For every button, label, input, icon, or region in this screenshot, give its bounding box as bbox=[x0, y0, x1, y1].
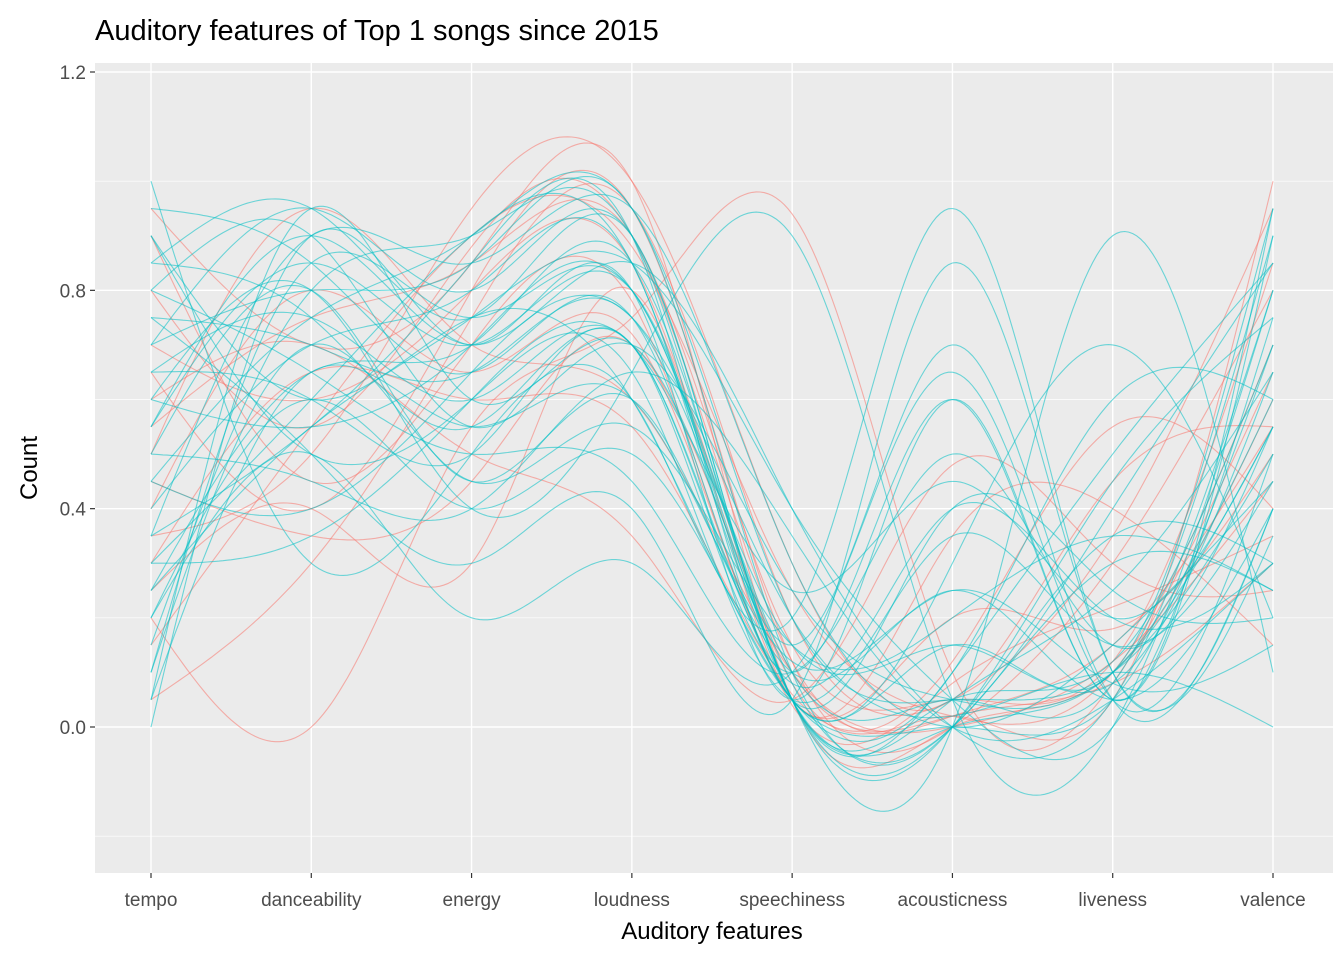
series-line bbox=[150, 371, 1274, 742]
x-tick-label: acousticness bbox=[898, 890, 1008, 911]
x-tick-label: tempo bbox=[125, 890, 178, 911]
series-line bbox=[150, 217, 1274, 723]
y-axis-title: Count bbox=[16, 436, 43, 500]
series-line bbox=[150, 177, 1274, 735]
x-tick-label: energy bbox=[443, 890, 502, 911]
series-line bbox=[150, 194, 1274, 725]
series-line bbox=[150, 284, 1274, 701]
series-line bbox=[150, 235, 1274, 704]
series-line bbox=[150, 182, 1274, 716]
series-line bbox=[150, 171, 1274, 704]
series-line bbox=[150, 340, 1274, 703]
series-line bbox=[150, 177, 1274, 710]
y-tick-label: 0.4 bbox=[60, 500, 87, 521]
plot-panel bbox=[95, 63, 1333, 873]
series-line bbox=[150, 289, 1274, 746]
series-line bbox=[150, 235, 1274, 760]
axes: 0.0 0.4 0.8 1.2 tempo danceability energy loudn… bbox=[60, 63, 1306, 911]
series-line bbox=[150, 289, 1274, 675]
series-line bbox=[150, 294, 1274, 728]
series-line bbox=[150, 175, 1274, 766]
series-line bbox=[150, 260, 1274, 764]
series-line bbox=[150, 240, 1274, 782]
y-tick-label: 0.8 bbox=[60, 281, 86, 302]
series-line bbox=[150, 136, 1274, 712]
series-line bbox=[150, 371, 1274, 713]
x-tick-label: loudness bbox=[594, 890, 670, 911]
chart-title: Auditory features of Top 1 songs since 2… bbox=[95, 15, 659, 47]
series-line bbox=[150, 311, 1274, 722]
series-line bbox=[150, 297, 1274, 694]
grid-layer bbox=[95, 63, 1333, 873]
series-line bbox=[150, 262, 1274, 689]
x-tick-label: danceability bbox=[261, 890, 362, 911]
series-line bbox=[150, 198, 1274, 752]
series-lines bbox=[150, 136, 1274, 812]
x-tick-label: liveness bbox=[1078, 890, 1147, 911]
series-line bbox=[150, 251, 1274, 777]
series-line bbox=[150, 262, 1274, 716]
series-line bbox=[150, 211, 1274, 796]
series-line bbox=[150, 235, 1274, 721]
x-tick-label: valence bbox=[1240, 890, 1306, 911]
y-tick-label: 0.0 bbox=[60, 718, 86, 739]
series-line bbox=[150, 218, 1274, 710]
y-tick-label: 1.2 bbox=[60, 63, 86, 84]
series-line bbox=[150, 366, 1274, 743]
series-line bbox=[150, 343, 1274, 673]
series-line bbox=[150, 235, 1274, 737]
x-axis-title: Auditory features bbox=[621, 918, 802, 945]
x-tick-label: speechiness bbox=[739, 890, 845, 911]
